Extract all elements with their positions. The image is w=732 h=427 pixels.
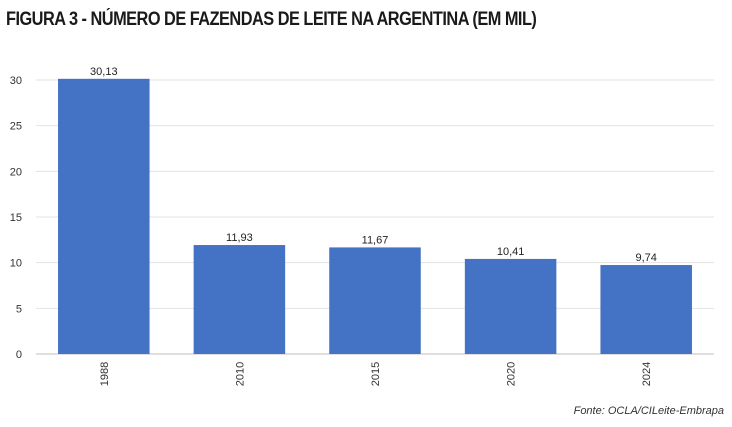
x-axis-ticks: 1988 2010 2015 2020 2024: [99, 362, 653, 386]
data-label: 9,74: [635, 252, 656, 264]
bar-2010: [193, 245, 286, 354]
x-tick-label: 2015: [370, 362, 382, 386]
x-tick-label: 2024: [641, 362, 653, 386]
y-tick-label: 10: [10, 258, 22, 270]
y-axis-ticks: 0 5 10 15 20 25 30: [10, 75, 22, 361]
y-tick-label: 20: [10, 166, 22, 178]
bar-2015: [329, 247, 421, 354]
y-tick-label: 30: [10, 75, 22, 87]
data-labels: 30,13 11,93 11,67 10,41 9,74: [90, 66, 657, 264]
bar-2024: [600, 265, 692, 354]
data-label: 30,13: [90, 66, 118, 78]
chart-title: FIGURA 3 - NÚMERO DE FAZENDAS DE LEITE N…: [6, 9, 537, 30]
data-label: 10,41: [497, 246, 525, 258]
y-tick-label: 5: [16, 303, 22, 315]
x-tick-label: 1988: [99, 362, 111, 386]
bars: [58, 78, 692, 354]
bar-2020: [464, 258, 557, 354]
y-tick-label: 15: [10, 212, 22, 224]
data-label: 11,93: [226, 232, 253, 244]
x-tick-label: 2010: [234, 362, 246, 386]
x-tick-label: 2020: [506, 362, 518, 386]
y-tick-label: 25: [10, 121, 22, 133]
data-label: 11,67: [362, 234, 389, 246]
source-note: Fonte: OCLA/CILeite-Embrapa: [573, 405, 724, 417]
y-tick-label: 0: [16, 349, 22, 361]
bar-1988: [58, 78, 150, 354]
